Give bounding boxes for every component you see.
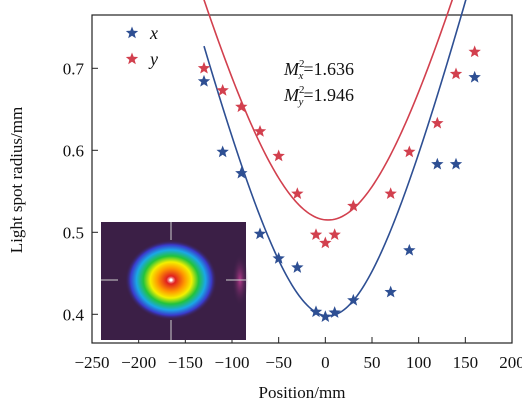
data-point-x [403,243,416,256]
data-point-y [328,228,341,241]
data-point-x [291,261,304,273]
x-tick-label: 100 [406,353,432,372]
m2x-annotation: M2 x=1.636 [283,58,354,82]
data-point-x [253,227,267,240]
data-point-x [272,252,285,264]
data-point-y [216,83,229,96]
data-point-x [431,157,444,170]
fit-curves [203,0,467,317]
m2y-annotation: M2 y=1.946 [283,84,354,108]
data-point-y [384,187,397,200]
y-tick-label: 0.7 [63,59,85,78]
data-point-y [197,61,211,74]
legend-y-star [125,52,139,65]
data-point-x [319,310,332,323]
x-tick-label: −150 [168,353,203,372]
x-tick-label: 0 [321,353,330,372]
x-tick-label: 200 [499,353,522,372]
data-point-y [431,116,444,129]
x-tick-label: 50 [364,353,381,372]
x-axis-label: Position/mm [259,383,346,402]
x-tick-label: −200 [121,353,156,372]
x-tick-label: 150 [453,353,479,372]
y-tick-label: 0.6 [63,141,84,160]
legend: x y [125,23,158,69]
data-point-x [235,166,248,179]
fit-curve-x [203,0,467,317]
data-point-y [319,236,332,249]
data-point-x [328,306,341,318]
m2-annotation: M2 x=1.636 M2 y=1.946 [283,58,354,108]
data-point-x [468,70,481,83]
legend-x-star [125,26,139,39]
x-tick-label: −50 [265,353,292,372]
data-point-x [197,74,211,87]
legend-x-label: x [149,23,158,43]
legend-x-marker [125,26,139,39]
data-point-y [309,228,323,241]
data-point-y [272,149,285,162]
data-point-y [291,187,304,200]
plot-frame [91,14,513,344]
data-point-y [235,100,248,113]
legend-y-label: y [148,49,158,69]
data-point-x [347,293,360,306]
data-point-x [384,285,397,298]
inset-center-dot [169,278,173,282]
data-markers [197,45,481,323]
data-point-x [449,157,463,170]
x-tick-label: −250 [74,353,109,372]
data-point-y [347,199,360,212]
data-point-y [468,45,481,58]
x-axis-ticks: −250 −200 −150 −100 −50 0 50 100 150 200 [74,337,522,372]
beam-profile-inset [101,222,248,340]
y-tick-label: 0.4 [63,305,85,324]
y-axis-ticks: 0.4 0.5 0.6 0.7 [63,59,98,324]
data-point-x [216,145,229,158]
y-tick-label: 0.5 [63,223,84,242]
data-point-y [449,67,463,80]
legend-y-marker [125,52,139,65]
data-point-x [309,305,323,318]
fit-curve-y [203,0,454,221]
data-point-y [403,145,416,158]
x-tick-label: −100 [214,353,249,372]
y-axis-label: Light spot radius/mm [7,107,26,253]
data-point-y [253,124,267,137]
